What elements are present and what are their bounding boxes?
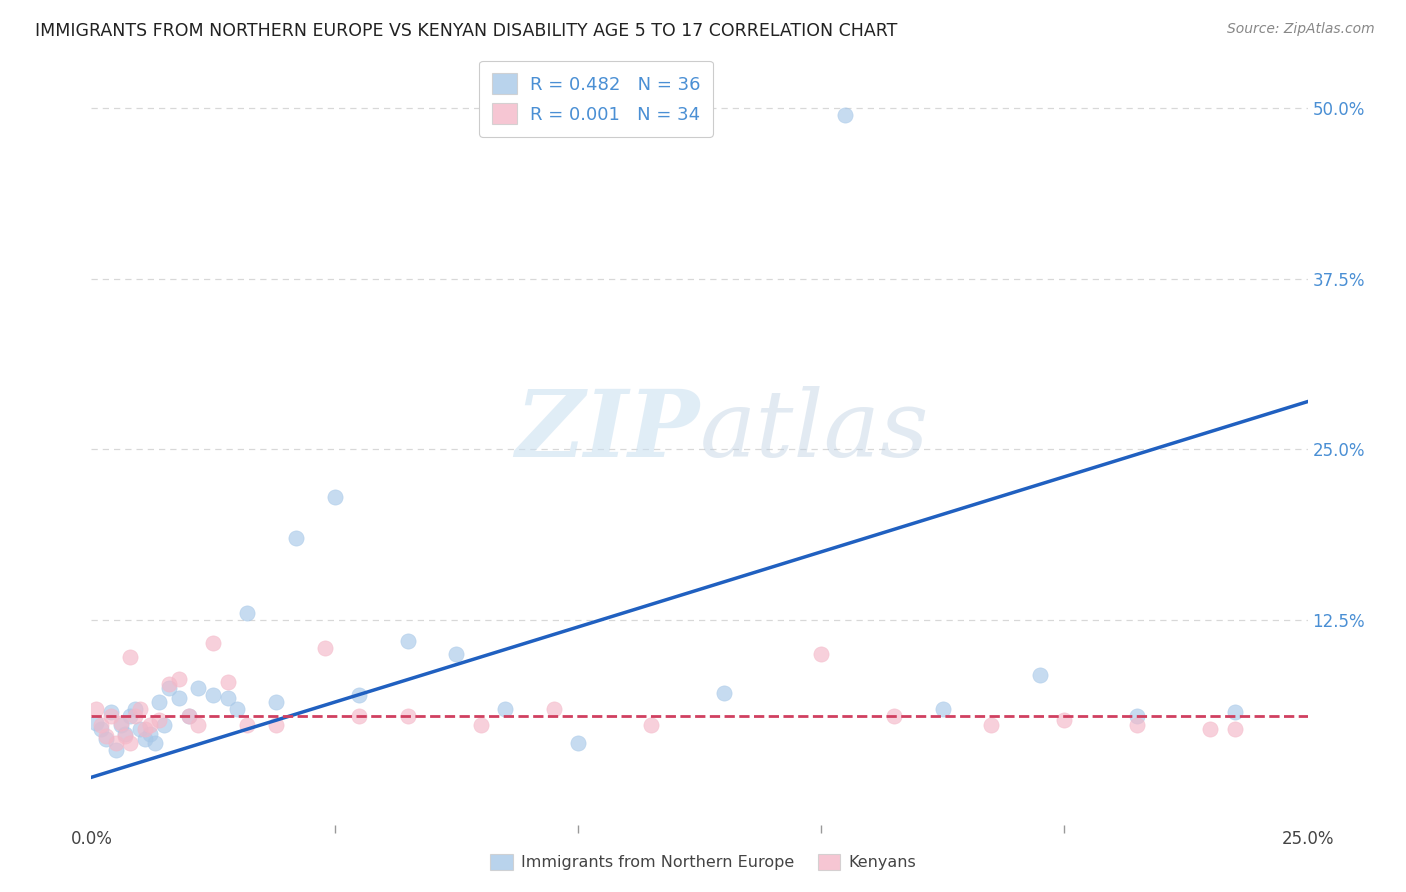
Point — [834, 108, 856, 122]
Point — [187, 718, 209, 732]
Point — [148, 695, 170, 709]
Point — [134, 732, 156, 747]
Point — [187, 681, 209, 696]
Point — [129, 723, 152, 737]
Text: ZIP: ZIP — [515, 386, 699, 475]
Point — [543, 702, 565, 716]
Point — [90, 718, 112, 732]
Point — [640, 718, 662, 732]
Point — [104, 743, 127, 757]
Point — [236, 607, 259, 621]
Point — [314, 640, 336, 655]
Point — [177, 708, 200, 723]
Point — [470, 718, 492, 732]
Point — [202, 689, 225, 703]
Point — [1053, 713, 1076, 727]
Point — [134, 723, 156, 737]
Point — [84, 702, 107, 716]
Point — [284, 531, 307, 545]
Legend: R = 0.482   N = 36, R = 0.001   N = 34: R = 0.482 N = 36, R = 0.001 N = 34 — [479, 61, 713, 136]
Point — [84, 715, 107, 730]
Point — [153, 718, 176, 732]
Text: IMMIGRANTS FROM NORTHERN EUROPE VS KENYAN DISABILITY AGE 5 TO 17 CORRELATION CHA: IMMIGRANTS FROM NORTHERN EUROPE VS KENYA… — [35, 22, 897, 40]
Point — [264, 695, 287, 709]
Point — [114, 726, 136, 740]
Point — [129, 702, 152, 716]
Text: atlas: atlas — [699, 386, 929, 475]
Point — [1223, 723, 1246, 737]
Point — [100, 708, 122, 723]
Legend: Immigrants from Northern Europe, Kenyans: Immigrants from Northern Europe, Kenyans — [484, 847, 922, 877]
Point — [396, 633, 419, 648]
Point — [980, 718, 1002, 732]
Point — [167, 672, 190, 686]
Point — [110, 715, 132, 730]
Point — [110, 718, 132, 732]
Point — [931, 702, 953, 716]
Point — [94, 732, 117, 747]
Point — [124, 708, 146, 723]
Point — [120, 708, 142, 723]
Point — [120, 736, 142, 750]
Point — [120, 650, 142, 665]
Point — [810, 648, 832, 662]
Point — [1126, 718, 1149, 732]
Point — [104, 736, 127, 750]
Text: Source: ZipAtlas.com: Source: ZipAtlas.com — [1227, 22, 1375, 37]
Point — [1029, 668, 1052, 682]
Point — [177, 708, 200, 723]
Point — [139, 718, 162, 732]
Point — [202, 636, 225, 650]
Point — [157, 681, 180, 696]
Point — [157, 677, 180, 691]
Point — [347, 689, 370, 703]
Point — [100, 705, 122, 719]
Point — [713, 685, 735, 699]
Point — [444, 648, 467, 662]
Point — [396, 708, 419, 723]
Point — [217, 691, 239, 706]
Point — [1126, 708, 1149, 723]
Point — [94, 729, 117, 743]
Point — [323, 490, 346, 504]
Point — [236, 718, 259, 732]
Point — [148, 713, 170, 727]
Point — [567, 736, 589, 750]
Point — [124, 702, 146, 716]
Point — [494, 702, 516, 716]
Point — [883, 708, 905, 723]
Point — [167, 691, 190, 706]
Point — [1199, 723, 1222, 737]
Point — [226, 702, 249, 716]
Point — [1223, 705, 1246, 719]
Point — [143, 736, 166, 750]
Point — [139, 726, 162, 740]
Point — [114, 729, 136, 743]
Point — [217, 674, 239, 689]
Point — [264, 718, 287, 732]
Point — [347, 708, 370, 723]
Point — [90, 723, 112, 737]
